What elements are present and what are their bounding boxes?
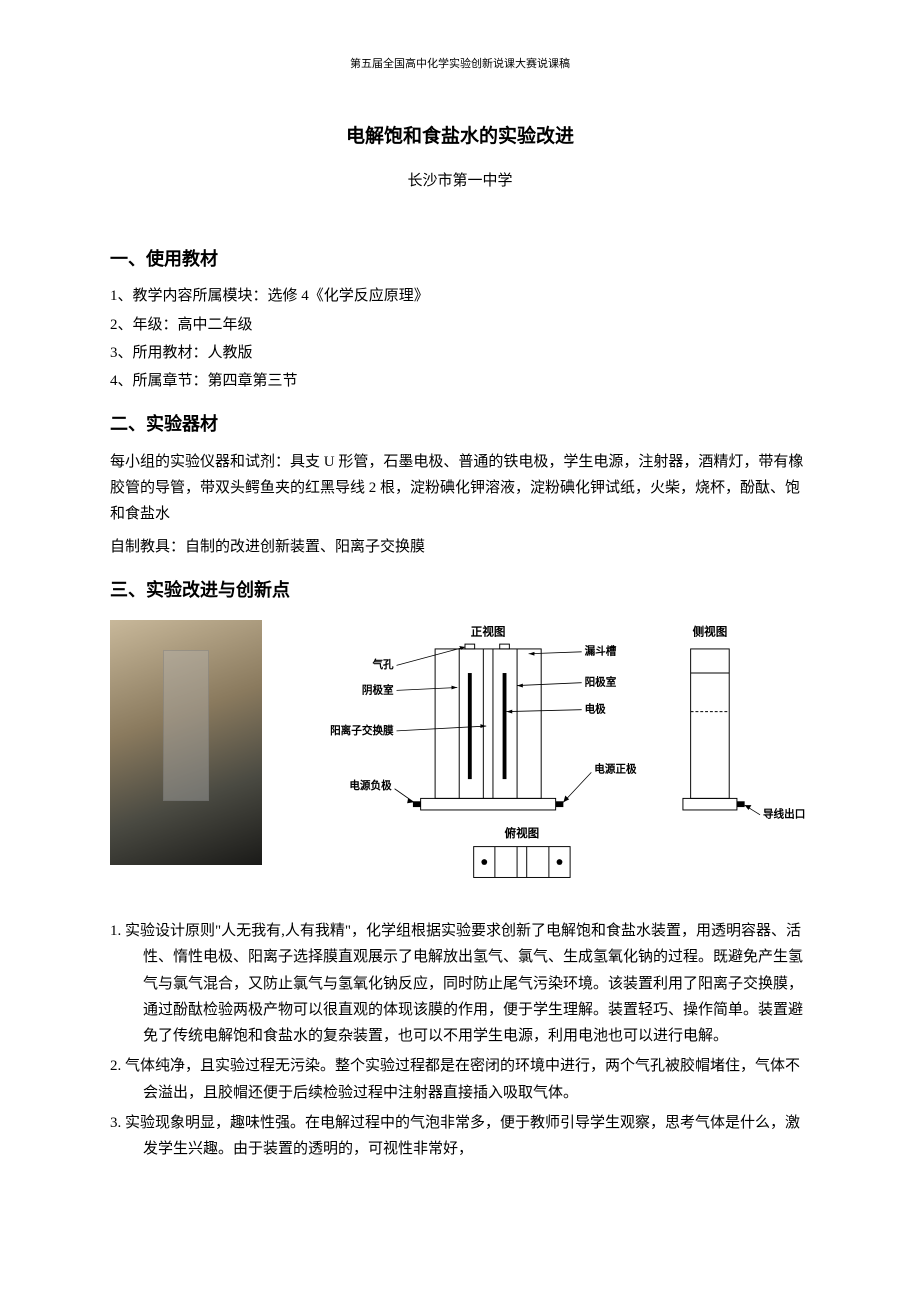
apparatus-diagram: 正视图 侧视图 气孔	[282, 620, 810, 890]
section-1-heading: 一、使用教材	[110, 243, 810, 275]
label-funnel: 漏斗槽	[585, 645, 617, 658]
label-air-hole: 气孔	[371, 658, 394, 671]
front-view-title: 正视图	[471, 625, 506, 639]
front-base	[421, 799, 556, 811]
label-electrode: 电极	[585, 703, 607, 716]
document-subtitle: 长沙市第一中学	[110, 168, 810, 195]
header-note: 第五届全国高中化学实验创新说课大赛说课稿	[110, 55, 810, 75]
label-cathode: 阴极室	[362, 683, 394, 696]
section-1-item: 4、所属章节：第四章第三节	[110, 368, 810, 394]
section-3-item: 3. 实验现象明显，趣味性强。在电解过程中的气泡非常多，便于教师引导学生观察，思…	[110, 1110, 810, 1163]
side-container	[691, 649, 730, 798]
section-1-item: 2、年级：高中二年级	[110, 312, 810, 338]
section-3-item: 1. 实验设计原则"人无我有,人有我精"，化学组根据实验要求创新了电解饱和食盐水…	[110, 918, 810, 1049]
section-2-heading: 二、实验器材	[110, 408, 810, 440]
label-wire-outlet: 导线出口	[763, 808, 805, 821]
section-1-item: 1、教学内容所属模块：选修 4《化学反应原理》	[110, 283, 810, 309]
label-anode: 阳极室	[585, 676, 617, 689]
section-1-item: 3、所用教材：人教版	[110, 340, 810, 366]
figure-container: 正视图 侧视图 气孔	[110, 620, 810, 900]
label-power-neg: 电源负极	[349, 779, 392, 792]
section-2-paragraph: 自制教具：自制的改进创新装置、阳离子交换膜	[110, 534, 810, 560]
top-view-title: 俯视图	[505, 826, 540, 840]
diagram-container: 正视图 侧视图 气孔	[282, 620, 810, 900]
side-view-title: 侧视图	[693, 625, 728, 639]
label-power-pos: 电源正极	[594, 763, 637, 776]
side-base	[683, 799, 737, 811]
top-container	[474, 847, 570, 878]
label-membrane: 阳离子交换膜	[330, 724, 394, 737]
front-container	[435, 649, 541, 798]
section-3-item: 2. 气体纯净，且实验过程无污染。整个实验过程都是在密闭的环境中进行，两个气孔被…	[110, 1053, 810, 1106]
apparatus-photo	[110, 620, 262, 865]
section-3-heading: 三、实验改进与创新点	[110, 574, 810, 606]
photo-inner	[163, 650, 209, 802]
section-2-paragraph: 每小组的实验仪器和试剂：具支 U 形管，石墨电极、普通的铁电极，学生电源，注射器…	[110, 449, 810, 528]
document-title: 电解饱和食盐水的实验改进	[110, 120, 810, 154]
